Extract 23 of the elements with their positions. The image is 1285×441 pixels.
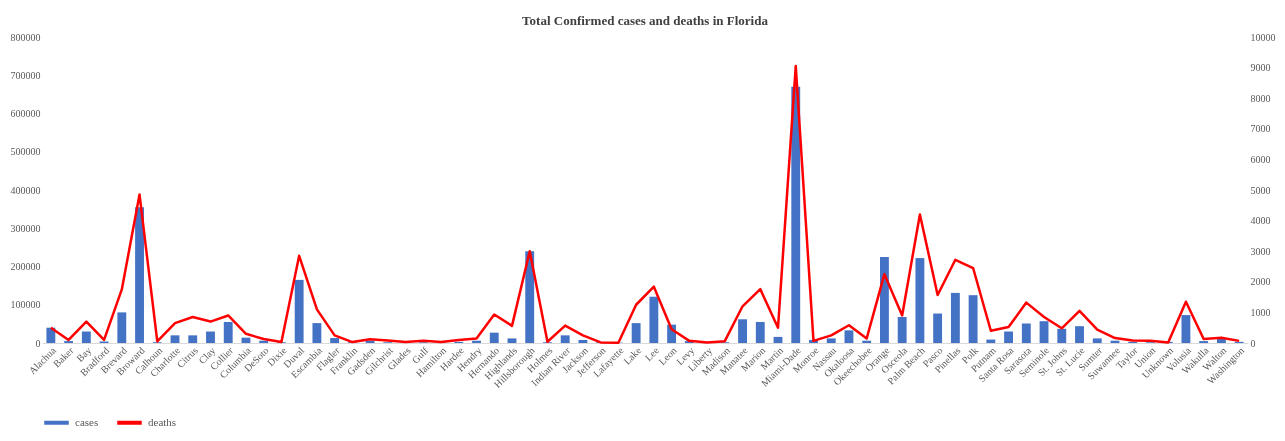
y2-tick-label: 10000 bbox=[1250, 31, 1276, 43]
y2-tick-label: 6000 bbox=[1250, 153, 1271, 165]
y-tick-label: 300000 bbox=[10, 222, 41, 234]
y2-tick-label: 8000 bbox=[1250, 92, 1271, 104]
y2-tick-label: 0 bbox=[1250, 337, 1256, 349]
y-tick-label: 400000 bbox=[10, 184, 41, 196]
y-tick-label: 600000 bbox=[10, 108, 41, 119]
y2-tick-label: 3000 bbox=[1250, 245, 1271, 257]
y-tick-label: 200000 bbox=[10, 261, 41, 272]
y2-tick-label: 7000 bbox=[1250, 123, 1271, 135]
chart-title: Total Confirmed cases and deaths in Florida bbox=[522, 13, 769, 28]
y-tick-label: 800000 bbox=[10, 31, 41, 43]
y-tick-label: 500000 bbox=[10, 146, 41, 158]
y-tick-label: 700000 bbox=[10, 69, 41, 81]
y2-tick-label: 1000 bbox=[1250, 306, 1271, 318]
y2-tick-label: 4000 bbox=[1250, 215, 1271, 227]
y-tick-label: 100000 bbox=[10, 299, 41, 311]
y2-tick-label: 5000 bbox=[1250, 184, 1271, 196]
y-tick-label: 0 bbox=[35, 337, 41, 349]
y2-tick-label: 2000 bbox=[1250, 276, 1271, 288]
legend-label: cases bbox=[75, 415, 99, 428]
y2-tick-label: 9000 bbox=[1250, 62, 1271, 74]
legend-label: deaths bbox=[148, 415, 177, 428]
